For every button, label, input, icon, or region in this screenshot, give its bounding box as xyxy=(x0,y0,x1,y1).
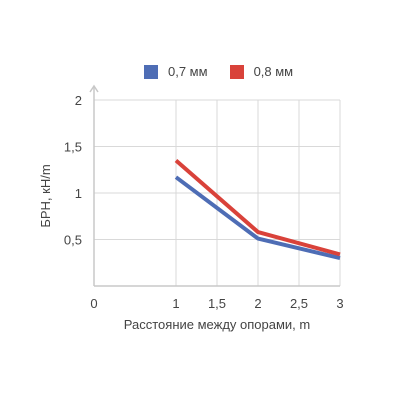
series-line-0 xyxy=(174,175,341,261)
x-tick-label-1: 1 xyxy=(172,296,179,311)
x-tick-label-4: 2,5 xyxy=(290,296,308,311)
y-tick-label-1: 1 xyxy=(75,186,82,201)
series-line-1 xyxy=(174,158,341,257)
y-tick-label-3: 2 xyxy=(75,93,82,108)
x-tick-label-3: 2 xyxy=(254,296,261,311)
axes xyxy=(89,84,340,287)
x-tick-label-0: 0 xyxy=(90,296,97,311)
legend: 0,7 мм 0,8 мм xyxy=(144,64,293,79)
legend-item-0: 0,7 мм xyxy=(144,64,208,79)
x-tick-label-5: 3 xyxy=(336,296,343,311)
legend-item-1: 0,8 мм xyxy=(229,64,294,79)
legend-label-0: 0,7 мм xyxy=(168,64,208,79)
grid xyxy=(94,99,341,286)
y-tick-label-0: 0,5 xyxy=(64,233,82,248)
series-lines xyxy=(174,158,341,261)
y-tick-label-2: 1,5 xyxy=(64,140,82,155)
legend-swatch-1 xyxy=(229,64,244,79)
legend-swatch-0 xyxy=(144,64,158,79)
x-tick-label-2: 1,5 xyxy=(208,296,226,311)
legend-label-1: 0,8 мм xyxy=(253,64,294,79)
tick-labels: 0 1 1,5 2 2,5 3 0,5 1 1,5 2 xyxy=(64,93,344,311)
y-axis-label: БРН, кН/m xyxy=(38,164,53,227)
x-axis-label: Расстояние между опорами, m xyxy=(124,317,310,332)
y-axis-arrow xyxy=(89,84,99,93)
